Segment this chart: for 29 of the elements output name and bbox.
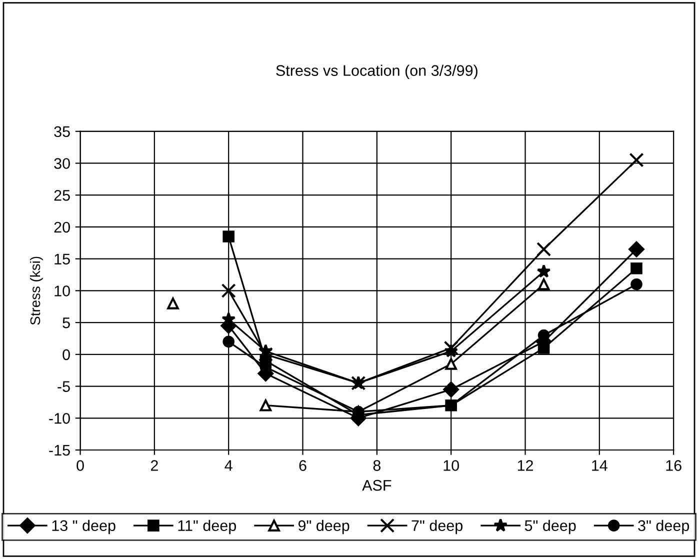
x-tick-label: 8 (373, 460, 381, 471)
y-tick-label: 20 (54, 222, 70, 233)
y-tick-label: 35 (54, 126, 70, 138)
y-tick-label: 25 (54, 190, 70, 201)
chart-title: Stress vs Location (on 3/3/99) (276, 64, 478, 79)
y-axis-title: Stress (ksi) (30, 256, 43, 325)
legend-label: 11" deep (178, 520, 236, 534)
legend-label: 3" deep (638, 520, 690, 534)
y-tick-label: 30 (54, 158, 70, 169)
x-tick-label: 16 (666, 460, 682, 471)
legend-label: 9" deep (298, 520, 350, 534)
y-tick-label: -5 (58, 381, 70, 392)
x-axis-title: ASF (362, 480, 392, 491)
legend-label: 5" deep (524, 520, 576, 534)
x-tick-label: 2 (150, 460, 158, 471)
x-tick-label: 10 (444, 460, 459, 471)
y-tick-label: 10 (54, 286, 70, 296)
y-tick-label: -15 (49, 445, 70, 456)
x-tick-label: 14 (592, 460, 608, 471)
x-tick-label: 6 (299, 460, 306, 471)
y-tick-label: 15 (54, 254, 70, 265)
y-tick-label: 5 (62, 318, 70, 328)
legend-label: 13 " deep (52, 520, 116, 534)
y-tick-label: -10 (49, 413, 70, 424)
x-tick-label: 4 (224, 460, 232, 471)
x-tick-label: 12 (518, 460, 533, 471)
legend-label: 7" deep (412, 520, 463, 534)
y-tick-label: 0 (62, 349, 70, 360)
x-tick-label: 0 (76, 460, 84, 471)
